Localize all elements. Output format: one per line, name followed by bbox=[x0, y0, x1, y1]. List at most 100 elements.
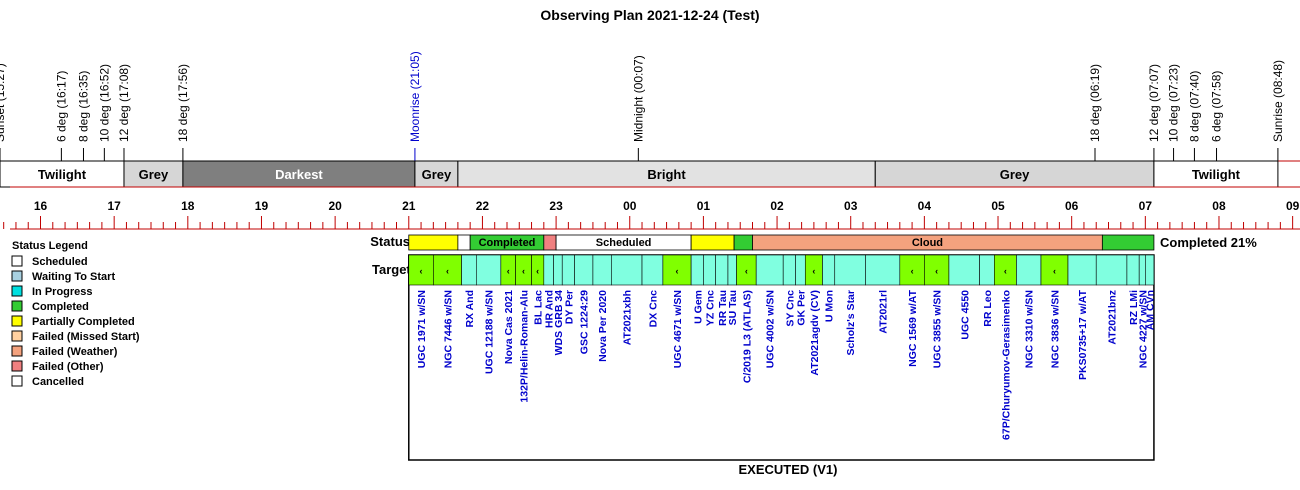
band-label: Grey bbox=[1000, 167, 1030, 182]
target-done-marker: ‹ bbox=[507, 266, 510, 276]
target-done-marker: ‹ bbox=[812, 266, 815, 276]
legend-swatch-cancelled bbox=[11, 375, 23, 387]
chart-title: Observing Plan 2021-12-24 (Test) bbox=[540, 7, 759, 23]
target-block bbox=[703, 254, 716, 286]
target-name: WDS GRB 34 bbox=[553, 290, 565, 356]
legend-swatch-waiting bbox=[11, 270, 23, 282]
event-label: 18 deg (17:56) bbox=[176, 64, 190, 142]
event-label: 10 deg (16:52) bbox=[97, 64, 111, 142]
band-bright bbox=[457, 160, 876, 188]
status-row: Completed Scheduled Cloud bbox=[408, 234, 1155, 251]
target-name: RX And bbox=[464, 290, 476, 328]
legend-swatch-in-progress bbox=[11, 285, 23, 297]
target-name: 132P/Helin-Roman-Alu bbox=[519, 290, 531, 403]
band-twilight bbox=[0, 160, 125, 188]
target-name: AT2021xbh bbox=[622, 290, 634, 345]
target-block bbox=[755, 254, 784, 286]
event-label: Sunset (15:27) bbox=[0, 63, 7, 142]
target-done-marker: ‹ bbox=[420, 266, 423, 276]
hour-tick-label: 16 bbox=[34, 199, 48, 213]
target-block bbox=[715, 254, 729, 286]
target-name: AT2021agdv (CV) bbox=[809, 290, 821, 376]
target-block bbox=[782, 254, 796, 286]
target-name: SU Tau bbox=[727, 290, 739, 325]
status-segment-label: Completed bbox=[479, 237, 536, 249]
target-block bbox=[834, 254, 866, 286]
target-name: UGC 4002 w/SN bbox=[765, 290, 777, 368]
target-block bbox=[822, 254, 836, 286]
hour-tick-label: 08 bbox=[1212, 199, 1226, 213]
target-block bbox=[948, 254, 980, 286]
target-block bbox=[1095, 254, 1128, 286]
band-label: Twilight bbox=[1192, 167, 1241, 182]
legend-item-label: Failed (Missed Start) bbox=[32, 331, 140, 343]
legend-item-label: In Progress bbox=[32, 286, 93, 298]
status-segment-label: Cloud bbox=[912, 237, 943, 249]
event-label: Moonrise (21:05) bbox=[408, 51, 422, 142]
legend-item-label: Partially Completed bbox=[32, 316, 135, 328]
target-name: UGC 1971 w/SN bbox=[416, 290, 428, 368]
target-block bbox=[592, 254, 612, 286]
target-block bbox=[924, 254, 950, 286]
target-block bbox=[899, 254, 925, 286]
target-done-marker: ‹ bbox=[911, 266, 914, 276]
event-label: Midnight (00:07) bbox=[631, 55, 645, 142]
target-name: DX Cnc bbox=[647, 290, 659, 328]
band-label: Twilight bbox=[38, 167, 87, 182]
status-segment-partial bbox=[690, 234, 735, 251]
target-block bbox=[795, 254, 806, 286]
target-name: NGC 1569 w/AT bbox=[907, 289, 919, 366]
event-label: 6 deg (16:17) bbox=[54, 71, 68, 142]
target-name: RR Leo bbox=[982, 290, 994, 327]
hour-tick-label: 19 bbox=[255, 199, 269, 213]
target-name: 67P/Churyumov-Gerasimenko bbox=[1000, 290, 1012, 440]
target-done-marker: ‹ bbox=[676, 266, 679, 276]
legend-swatch-failed-other bbox=[11, 360, 23, 372]
target-block bbox=[574, 254, 594, 286]
event-label: 12 deg (07:07) bbox=[1147, 64, 1161, 142]
legend-item-label: Cancelled bbox=[32, 376, 84, 388]
target-name: U Mon bbox=[824, 290, 836, 322]
target-name: Nova Per 2020 bbox=[597, 290, 609, 362]
target-name: UGC 12188 w/SN bbox=[484, 290, 496, 374]
target-block bbox=[865, 254, 901, 286]
targets-row-label: Targets bbox=[372, 262, 418, 277]
target-block bbox=[641, 254, 664, 286]
hour-tick-label: 04 bbox=[918, 199, 932, 213]
hour-tick-label: 06 bbox=[1065, 199, 1079, 213]
target-block bbox=[1040, 254, 1069, 286]
target-name: SY Cnc bbox=[784, 290, 796, 327]
target-name: Nova Cas 2021 bbox=[503, 290, 515, 364]
legend-swatch-scheduled bbox=[11, 255, 23, 267]
status-segment-failed-other bbox=[543, 234, 557, 251]
target-name: YZ Cnc bbox=[705, 290, 717, 326]
hour-tick-label: 18 bbox=[181, 199, 195, 213]
target-name: RR Tau bbox=[717, 290, 729, 326]
target-done-marker: ‹ bbox=[935, 266, 938, 276]
target-done-marker: ‹ bbox=[522, 266, 525, 276]
target-name: PKS0735+17 w/AT bbox=[1077, 289, 1089, 380]
status-segment-completed bbox=[733, 234, 753, 251]
target-name: Scholz's Star bbox=[845, 290, 857, 356]
event-markers: Sunset (15:27) 6 deg (16:17) 8 deg (16:35)… bbox=[0, 51, 1285, 161]
sky-condition-bands: Twilight Grey Darkest Grey Bright Grey Twiligh… bbox=[0, 160, 1300, 188]
target-name: GSC 1224:29 bbox=[579, 290, 591, 354]
targets-row: ‹ UGC 1971 w/SN ‹ NGC 7446 w/SN RX And UGC 12… bbox=[408, 254, 1157, 461]
status-segment-partial bbox=[408, 234, 459, 251]
legend-title: Status Legend bbox=[12, 240, 88, 252]
target-name: AT2021rl bbox=[878, 290, 890, 334]
legend-item-label: Scheduled bbox=[32, 256, 88, 268]
target-name: NGC 3836 w/SN bbox=[1049, 290, 1061, 368]
target-block bbox=[727, 254, 737, 286]
target-name: C/2019 L3 (ATLAS) bbox=[741, 290, 753, 383]
status-segment-label: Scheduled bbox=[596, 237, 652, 249]
legend-item-label: Waiting To Start bbox=[32, 271, 115, 283]
legend-swatch-failed-missed bbox=[11, 330, 23, 342]
target-name: HR And bbox=[544, 290, 556, 328]
target-block bbox=[690, 254, 704, 286]
target-done-marker: ‹ bbox=[1004, 266, 1007, 276]
hour-tick-label: 17 bbox=[107, 199, 121, 213]
event-label: 6 deg (07:58) bbox=[1210, 71, 1224, 142]
hour-tick-label: 23 bbox=[549, 199, 563, 213]
target-block bbox=[1138, 254, 1146, 286]
